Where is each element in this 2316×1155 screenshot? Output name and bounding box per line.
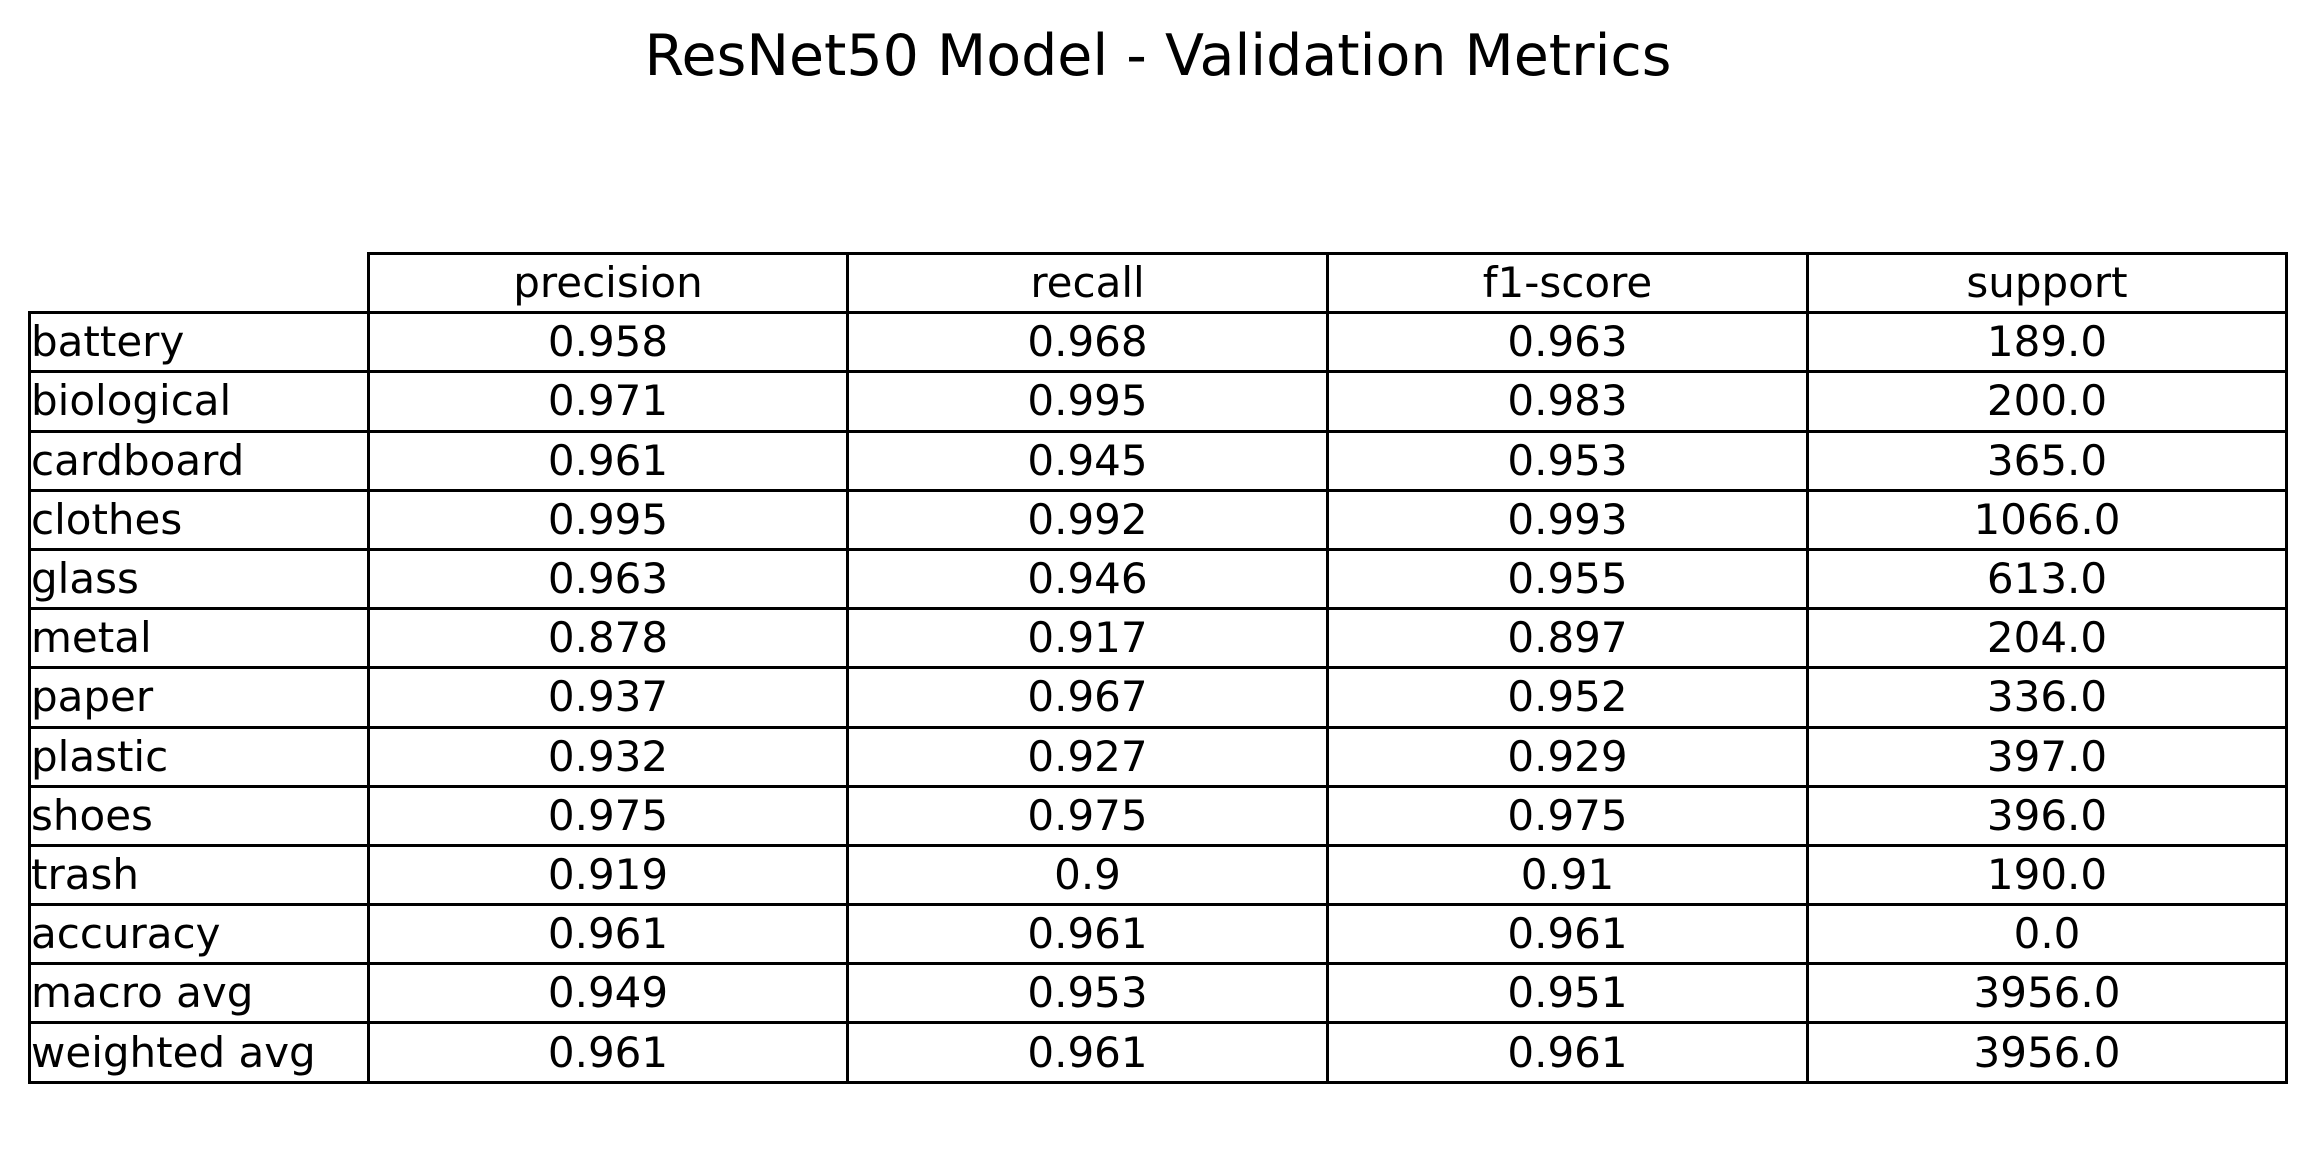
cell-recall: 0.953 <box>846 962 1329 1025</box>
cell-recall: 0.945 <box>846 429 1329 492</box>
cell-f1-score: 0.953 <box>1326 429 1809 492</box>
cell-support: 396.0 <box>1806 784 2288 847</box>
column-header-precision: precision <box>367 251 849 315</box>
cell-precision: 0.961 <box>367 1021 849 1084</box>
column-header-support: support <box>1806 251 2288 315</box>
cell-precision: 0.949 <box>367 962 849 1025</box>
cell-support: 204.0 <box>1806 607 2288 670</box>
row-label: plastic <box>28 725 370 788</box>
cell-recall: 0.967 <box>846 666 1329 729</box>
cell-precision: 0.971 <box>367 370 849 433</box>
cell-recall: 0.961 <box>846 903 1329 966</box>
row-label: macro avg <box>28 962 370 1025</box>
cell-precision: 0.937 <box>367 666 849 729</box>
cell-f1-score: 0.961 <box>1326 903 1809 966</box>
cell-f1-score: 0.929 <box>1326 725 1809 788</box>
cell-precision: 0.932 <box>367 725 849 788</box>
row-label: paper <box>28 666 370 729</box>
row-label: weighted avg <box>28 1021 370 1084</box>
row-label: trash <box>28 843 370 907</box>
cell-f1-score: 0.983 <box>1326 370 1809 433</box>
cell-f1-score: 0.961 <box>1326 1021 1809 1084</box>
row-label: clothes <box>28 488 370 551</box>
cell-recall: 0.975 <box>846 784 1329 847</box>
cell-support: 3956.0 <box>1806 962 2288 1025</box>
cell-recall: 0.995 <box>846 370 1329 433</box>
chart-title: ResNet50 Model - Validation Metrics <box>644 23 1672 89</box>
table-row: trash 0.919 0.9 0.91 190.0 <box>28 843 2288 907</box>
table-row: glass 0.963 0.946 0.955 613.0 <box>28 547 2288 611</box>
row-label: accuracy <box>28 903 370 966</box>
cell-recall: 0.961 <box>846 1021 1329 1084</box>
metrics-table: precision recall f1-score support batter… <box>28 251 2288 1084</box>
column-header-recall: recall <box>846 251 1329 315</box>
cell-precision: 0.919 <box>367 843 849 907</box>
row-label: cardboard <box>28 429 370 492</box>
cell-f1-score: 0.955 <box>1326 547 1809 611</box>
row-label: metal <box>28 607 370 670</box>
cell-f1-score: 0.951 <box>1326 962 1809 1025</box>
cell-f1-score: 0.975 <box>1326 784 1809 847</box>
cell-support: 200.0 <box>1806 370 2288 433</box>
cell-recall: 0.917 <box>846 607 1329 670</box>
cell-precision: 0.878 <box>367 607 849 670</box>
cell-recall: 0.927 <box>846 725 1329 788</box>
cell-precision: 0.958 <box>367 311 849 374</box>
table-row: cardboard 0.961 0.945 0.953 365.0 <box>28 429 2288 492</box>
table-row: macro avg 0.949 0.953 0.951 3956.0 <box>28 962 2288 1025</box>
cell-f1-score: 0.963 <box>1326 311 1809 374</box>
cell-recall: 0.9 <box>846 843 1329 907</box>
cell-precision: 0.961 <box>367 903 849 966</box>
cell-precision: 0.961 <box>367 429 849 492</box>
row-label: battery <box>28 311 370 374</box>
table-row: weighted avg 0.961 0.961 0.961 3956.0 <box>28 1021 2288 1084</box>
cell-support: 189.0 <box>1806 311 2288 374</box>
cell-precision: 0.975 <box>367 784 849 847</box>
cell-precision: 0.995 <box>367 488 849 551</box>
cell-f1-score: 0.897 <box>1326 607 1809 670</box>
cell-support: 365.0 <box>1806 429 2288 492</box>
cell-recall: 0.968 <box>846 311 1329 374</box>
cell-f1-score: 0.993 <box>1326 488 1809 551</box>
table-row: plastic 0.932 0.927 0.929 397.0 <box>28 725 2288 788</box>
cell-recall: 0.946 <box>846 547 1329 611</box>
cell-precision: 0.963 <box>367 547 849 611</box>
row-label: biological <box>28 370 370 433</box>
cell-support: 190.0 <box>1806 843 2288 907</box>
cell-f1-score: 0.91 <box>1326 843 1809 907</box>
table-row: battery 0.958 0.968 0.963 189.0 <box>28 311 2288 374</box>
row-label: glass <box>28 547 370 611</box>
table-row: metal 0.878 0.917 0.897 204.0 <box>28 607 2288 670</box>
cell-f1-score: 0.952 <box>1326 666 1809 729</box>
column-header-f1-score: f1-score <box>1326 251 1809 315</box>
table-row: accuracy 0.961 0.961 0.961 0.0 <box>28 903 2288 966</box>
table-row: biological 0.971 0.995 0.983 200.0 <box>28 370 2288 433</box>
cell-support: 613.0 <box>1806 547 2288 611</box>
table-row: clothes 0.995 0.992 0.993 1066.0 <box>28 488 2288 551</box>
cell-support: 3956.0 <box>1806 1021 2288 1084</box>
table-row: shoes 0.975 0.975 0.975 396.0 <box>28 784 2288 847</box>
cell-support: 397.0 <box>1806 725 2288 788</box>
row-label: shoes <box>28 784 370 847</box>
table-row: paper 0.937 0.967 0.952 336.0 <box>28 666 2288 729</box>
corner-cell <box>30 254 369 313</box>
cell-recall: 0.992 <box>846 488 1329 551</box>
cell-support: 0.0 <box>1806 903 2288 966</box>
header-row: precision recall f1-score support <box>30 251 2288 315</box>
cell-support: 336.0 <box>1806 666 2288 729</box>
cell-support: 1066.0 <box>1806 488 2288 551</box>
table-body: battery 0.958 0.968 0.963 189.0 biological 0.9… <box>28 311 2288 1084</box>
